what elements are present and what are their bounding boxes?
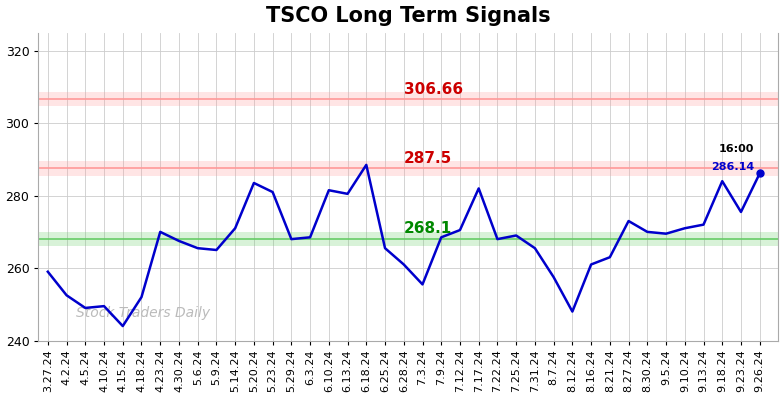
Text: 268.1: 268.1 (404, 221, 452, 236)
Bar (38, 92, 779, 106)
Title: TSCO Long Term Signals: TSCO Long Term Signals (266, 6, 551, 25)
Text: 306.66: 306.66 (404, 82, 463, 97)
Bar (38, 232, 779, 246)
Text: Stock Traders Daily: Stock Traders Daily (76, 306, 210, 320)
Text: 286.14: 286.14 (711, 162, 754, 172)
Text: 287.5: 287.5 (404, 151, 452, 166)
Text: 16:00: 16:00 (719, 144, 754, 154)
Bar (38, 161, 779, 176)
